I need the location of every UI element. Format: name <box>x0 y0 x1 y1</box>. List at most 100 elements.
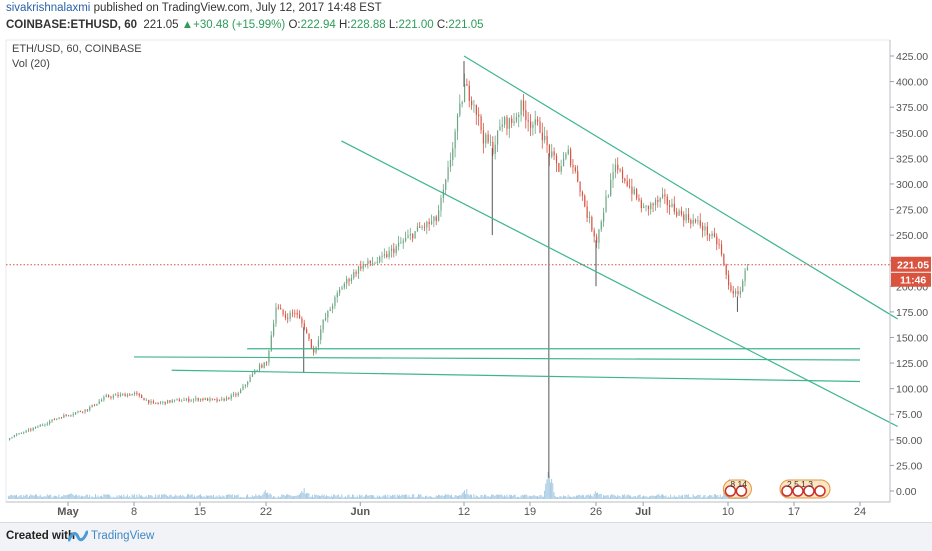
series-legend[interactable]: ETH/USD, 60, COINBASE <box>12 43 142 55</box>
volume-bar <box>326 495 328 499</box>
candle-body <box>520 100 522 116</box>
candle-body <box>195 398 197 400</box>
volume-bar <box>203 496 205 499</box>
volume-bar <box>676 496 678 499</box>
time-tick-label: May <box>57 506 79 518</box>
volume-bar <box>570 496 571 499</box>
trendline-support-3[interactable] <box>171 369 861 383</box>
volume-bar <box>522 495 524 499</box>
volume-bar <box>75 495 76 499</box>
candle-body <box>240 389 242 393</box>
volume-bar <box>558 497 560 499</box>
volume-bar <box>506 494 508 499</box>
volume-bar <box>420 494 422 499</box>
volume-bar <box>284 496 286 499</box>
volume-bar <box>150 495 152 499</box>
candle-body <box>638 198 640 201</box>
candle-body <box>624 178 626 182</box>
volume-bar <box>706 496 708 499</box>
volume-bar <box>422 496 424 499</box>
candle-body <box>214 399 216 400</box>
volume-bar <box>122 496 124 499</box>
volume-bar <box>192 496 194 499</box>
volume-bar <box>144 496 146 499</box>
candle-body <box>79 411 81 413</box>
candle-body <box>164 401 166 404</box>
volume-bar <box>19 495 21 499</box>
volume-bar <box>587 494 589 499</box>
candle-body <box>468 85 470 101</box>
volume-bar <box>62 496 64 499</box>
volume-bar <box>12 495 14 499</box>
close-value: 221.05 <box>448 19 484 31</box>
candle-body <box>115 394 117 396</box>
low-value: 221.00 <box>398 19 434 31</box>
price-chart[interactable]: 8 14 2 5 1 3 425.00 400.00 375.00 350.00 325.… <box>0 0 932 522</box>
volume-bar <box>69 494 71 499</box>
volume-bar <box>616 496 617 499</box>
candle-body <box>725 264 727 275</box>
volume-bar <box>445 494 447 499</box>
volume-bar <box>398 495 399 499</box>
candle-body <box>280 307 282 310</box>
author-link[interactable]: sivakrishnalaxmi <box>6 2 91 14</box>
volume-bar <box>402 494 404 499</box>
volume-bar <box>475 495 477 499</box>
volume-bar <box>235 495 237 499</box>
volume-bar <box>715 494 716 499</box>
volume-bar <box>10 494 12 499</box>
candle-body <box>110 396 112 398</box>
candle-body <box>63 415 65 418</box>
candle-body <box>355 272 357 274</box>
volume-bar <box>257 495 259 499</box>
event-badge[interactable]: 8 14 <box>722 479 752 499</box>
volume-bar <box>109 494 111 499</box>
volume-bar <box>493 495 495 499</box>
candle-body <box>105 395 107 398</box>
volume-bar <box>666 497 668 499</box>
trendline-support-2[interactable] <box>133 356 861 361</box>
volume-bar <box>719 494 721 499</box>
volume-bar <box>171 496 173 499</box>
volume-bar <box>229 494 231 499</box>
volume-bar <box>30 494 32 499</box>
candle-body <box>167 400 169 404</box>
volume-bar <box>266 493 267 499</box>
event-badge[interactable]: 2 5 1 3 <box>779 479 831 499</box>
volume-bar <box>181 496 183 499</box>
candle-body <box>692 219 694 224</box>
trendline-lower-channel[interactable] <box>341 140 898 428</box>
volume-bar <box>281 494 283 499</box>
volume-bar <box>374 497 376 499</box>
volume-bar <box>467 494 469 499</box>
volume-bar <box>432 497 434 499</box>
candle-body <box>60 417 63 419</box>
candle-body <box>122 394 124 395</box>
trendline-upper-channel[interactable] <box>463 55 899 320</box>
time-tick-label: Jul <box>635 506 651 518</box>
candle-body <box>275 307 277 324</box>
candle-body <box>369 260 371 264</box>
candle-body <box>251 373 254 377</box>
volume-bar <box>155 494 157 499</box>
candle-body <box>402 240 404 243</box>
candle-body <box>171 400 173 403</box>
volume-bar <box>409 497 411 499</box>
volume-bar <box>276 497 278 499</box>
candle-body <box>478 114 480 117</box>
volume-bar <box>306 492 307 499</box>
candle-body <box>572 165 574 168</box>
volume-bar <box>76 494 78 499</box>
volume-bar <box>46 494 48 499</box>
change-value: +30.48 (+15.99%) <box>193 19 286 31</box>
volume-bar <box>184 496 186 499</box>
volume-bar <box>43 496 45 499</box>
volume-legend[interactable]: Vol (20) <box>12 58 50 70</box>
tradingview-logo-icon[interactable] <box>67 528 89 549</box>
candle-body <box>574 167 576 172</box>
volume-bar <box>310 496 312 499</box>
tradingview-brand[interactable]: TradingView <box>91 530 155 542</box>
candle-body <box>565 153 567 159</box>
time-tick-label: 8 <box>131 506 137 518</box>
candle-body <box>522 100 525 111</box>
